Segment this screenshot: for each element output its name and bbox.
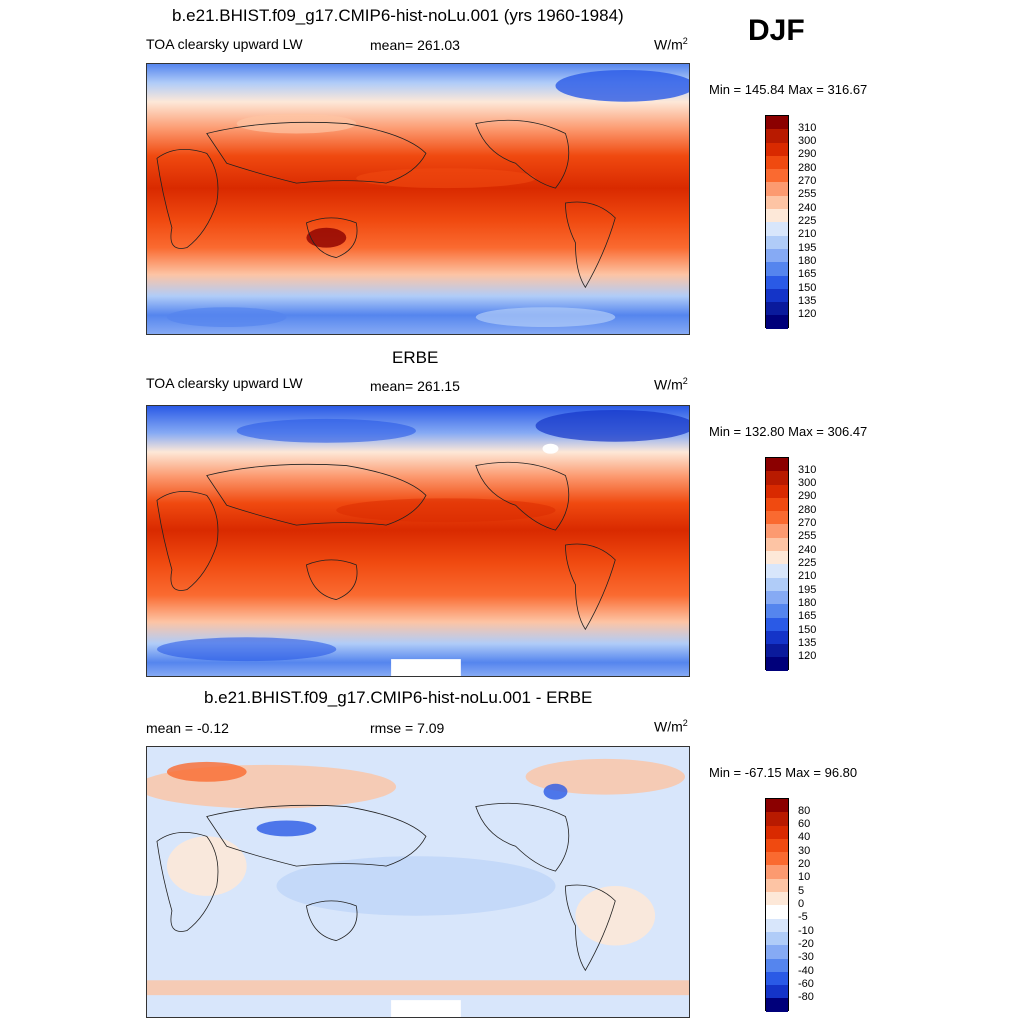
colorbar-tick-label: 310 [798, 121, 817, 134]
colorbar-tick-label: 40 [798, 831, 811, 844]
colorbar-tick-label: 255 [798, 530, 817, 543]
colorbar-tick-label: -5 [798, 911, 808, 924]
colorbar-tick-label: -80 [798, 991, 814, 1004]
colorbar-tick-label: 150 [798, 281, 817, 294]
colorbar-tick-label: -40 [798, 964, 814, 977]
colorbar-tick-label: 10 [798, 871, 811, 884]
panel3-title: b.e21.BHIST.f09_g17.CMIP6-hist-noLu.001 … [204, 688, 593, 707]
panel1-map-field [147, 64, 689, 334]
colorbar-tick-label: -10 [798, 924, 814, 937]
colorbar-tick-label: 270 [798, 517, 817, 530]
colorbar-tick-label: 210 [798, 570, 817, 583]
colorbar-tick-label: 270 [798, 175, 817, 188]
panel3-map [146, 746, 690, 1018]
colorbar-tick-label: 255 [798, 188, 817, 201]
panel3-rmse-label: rmse = 7.09 [370, 720, 445, 736]
panel2-map-field [147, 406, 689, 676]
season-label: DJF [748, 14, 805, 47]
colorbar-tick-label: 135 [798, 636, 817, 649]
panel1-map [146, 63, 690, 335]
colorbar-tick-label: 240 [798, 201, 817, 214]
colorbar-tick-label: -20 [798, 937, 814, 950]
colorbar-tick-label: 180 [798, 596, 817, 609]
colorbar-tick-label: 0 [798, 898, 805, 910]
panel3-minmax: Min = -67.15 Max = 96.80 [709, 765, 858, 780]
colorbar-tick-label: 5 [798, 884, 805, 897]
panel3-colorbar [765, 798, 789, 1012]
panel3-units: W/m2 [654, 718, 688, 735]
colorbar-tick-label: 135 [798, 294, 817, 307]
panel1-minmax: Min = 145.84 Max = 316.67 [709, 82, 868, 97]
colorbar-tick-label: 30 [798, 844, 811, 857]
colorbar-tick-label: 280 [798, 503, 817, 516]
colorbar-tick-label: 165 [798, 268, 817, 281]
colorbar-tick-label: 300 [798, 477, 817, 490]
panel3-map-field [147, 747, 689, 1017]
colorbar-tick-label: 165 [798, 610, 817, 623]
panel2-mean-label: mean= 261.15 [370, 378, 460, 394]
colorbar-tick-label: 210 [798, 228, 817, 241]
colorbar-tick-label: 120 [798, 308, 817, 321]
panel1-mean-label: mean= 261.03 [370, 37, 460, 53]
panel1-units: W/m2 [654, 36, 688, 53]
colorbar-tick-label: 60 [798, 818, 811, 831]
colorbar-tick-label: 195 [798, 241, 817, 254]
panel2-variable-label: TOA clearsky upward LW [146, 375, 303, 391]
colorbar-tick-label: 150 [798, 623, 817, 636]
colorbar-tick-label: -60 [798, 977, 814, 990]
colorbar-tick-label: 280 [798, 161, 817, 174]
colorbar-tick-label: -30 [798, 951, 814, 964]
colorbar-tick-label: 310 [798, 463, 817, 476]
colorbar-tick-label: 240 [798, 543, 817, 556]
panel2-map [146, 405, 690, 677]
panel1-title: b.e21.BHIST.f09_g17.CMIP6-hist-noLu.001 … [172, 6, 624, 25]
panel3-mean-label: mean = -0.12 [146, 720, 229, 736]
panel1-variable-label: TOA clearsky upward LW [146, 36, 303, 52]
colorbar-tick-label: 180 [798, 254, 817, 267]
colorbar-tick-label: 120 [798, 650, 817, 663]
colorbar-tick-label: 290 [798, 490, 817, 503]
colorbar-tick-label: 195 [798, 583, 817, 596]
panel2-colorbar [765, 457, 789, 671]
colorbar-tick-label: 290 [798, 148, 817, 161]
colorbar-tick-label: 225 [798, 557, 817, 569]
colorbar-tick-label: 225 [798, 215, 817, 227]
colorbar-tick-label: 20 [798, 858, 811, 871]
colorbar-tick-label: 80 [798, 804, 811, 817]
panel1-colorbar [765, 115, 789, 329]
panel2-title: ERBE [392, 348, 439, 367]
panel2-units: W/m2 [654, 376, 688, 393]
panel2-minmax: Min = 132.80 Max = 306.47 [709, 424, 868, 439]
colorbar-tick-label: 300 [798, 135, 817, 148]
